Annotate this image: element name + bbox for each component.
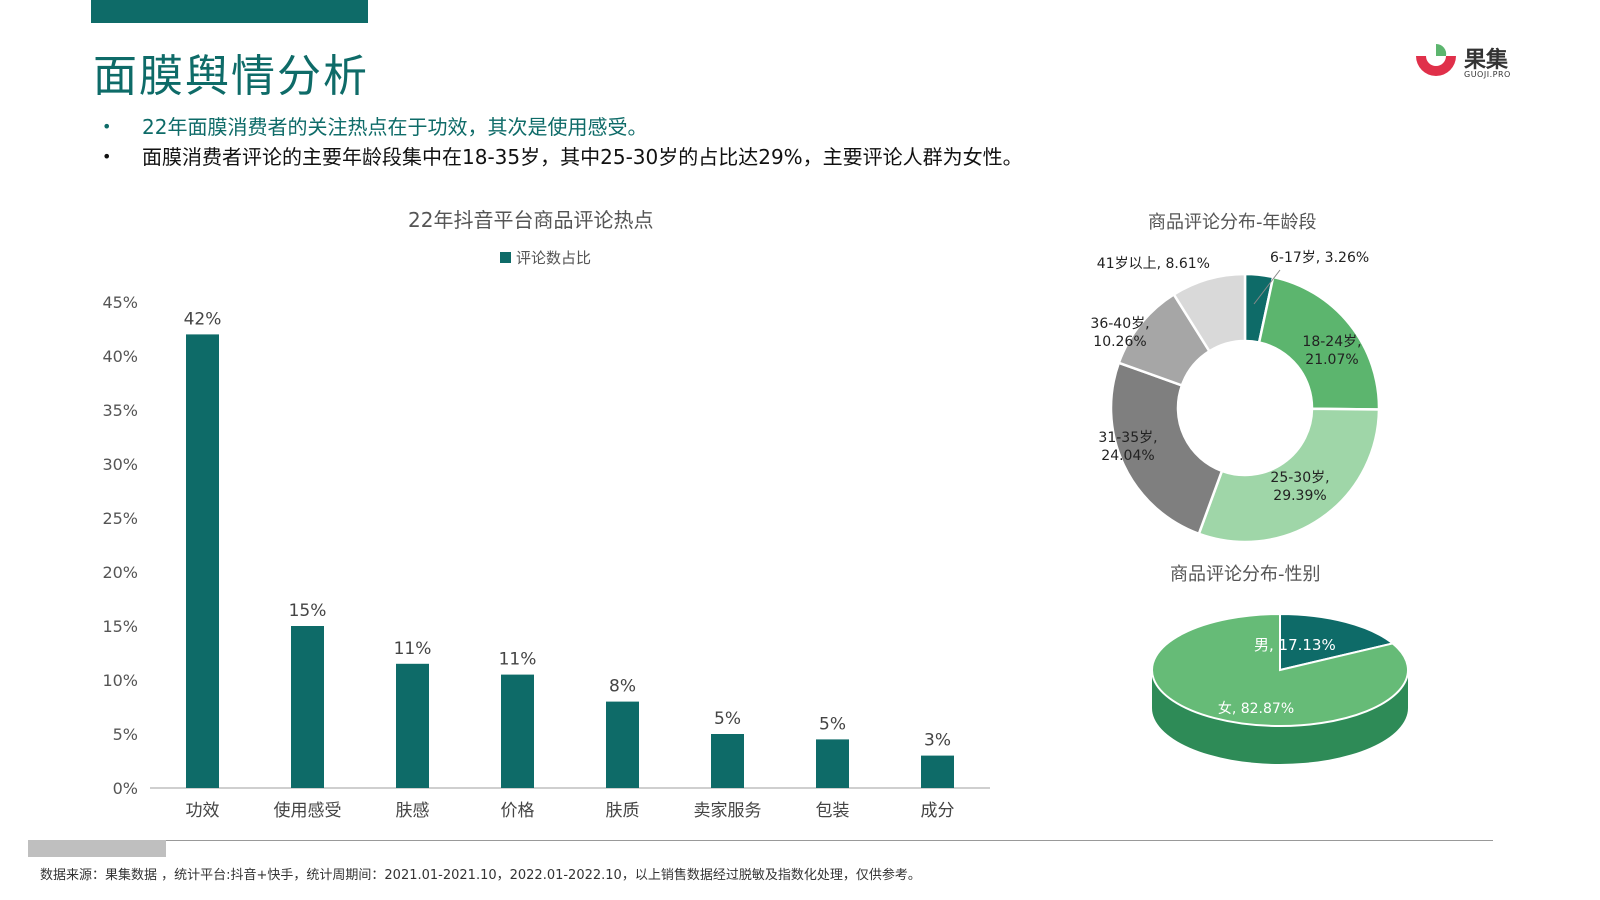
gender-chart-title: 商品评论分布-性别 — [1170, 560, 1321, 586]
bullet-text: 22年面膜消费者的关注热点在于功效，其次是使用感受。 — [142, 115, 647, 139]
bar-data-label: 11% — [499, 650, 537, 670]
slice-label: 男, 17.13% — [1254, 636, 1336, 654]
bar-data-label: 5% — [819, 714, 846, 734]
data-source-note: 数据来源：果集数据 ，统计平台:抖音+快手，统计周期间：2021.01-2021… — [40, 864, 921, 883]
bar — [816, 739, 849, 788]
slice-label: 18-24岁, — [1302, 334, 1361, 350]
x-tick-label: 价格 — [501, 801, 535, 821]
bar — [711, 734, 744, 788]
slice-label: 女, 82.87% — [1218, 700, 1294, 717]
brand-logo: 果集 GUOJI.PRO — [1412, 42, 1522, 88]
y-tick-label: 30% — [102, 455, 138, 474]
logo-subtitle: GUOJI.PRO — [1464, 70, 1511, 79]
bar — [291, 626, 324, 788]
x-tick-label: 功效 — [186, 801, 220, 821]
footer-divider — [28, 840, 1493, 841]
footer-accent — [28, 840, 166, 857]
slice-value: 10.26% — [1093, 334, 1146, 350]
age-donut-chart: 6-17岁, 3.26% 18-24岁, 21.07% 25-30岁, 29.39% 31… — [1060, 240, 1460, 580]
slice-value: 29.39% — [1273, 488, 1326, 504]
x-tick-label: 卖家服务 — [694, 801, 762, 821]
legend-label: 评论数占比 — [516, 249, 591, 267]
logo-icon — [1412, 42, 1462, 86]
slice-label: 25-30岁, — [1270, 470, 1329, 486]
bar — [396, 664, 429, 788]
bar-data-label: 8% — [609, 677, 636, 697]
slice-label: 6-17岁, 3.26% — [1270, 250, 1369, 266]
page-title: 面膜舆情分析 — [93, 40, 369, 104]
slice-label: 31-35岁, — [1098, 430, 1157, 446]
y-tick-label: 10% — [102, 671, 138, 690]
bar-data-label: 11% — [394, 639, 432, 659]
bar-data-label: 3% — [924, 731, 951, 751]
x-tick-label: 肤质 — [606, 801, 640, 821]
bullet-text: 面膜消费者评论的主要年龄段集中在18-35岁，其中25-30岁的占比达29%，主… — [142, 145, 1023, 169]
y-tick-label: 15% — [102, 617, 138, 636]
bar-chart-title: 22年抖音平台商品评论热点 — [408, 204, 653, 233]
x-tick-label: 使用感受 — [274, 800, 342, 821]
y-tick-label: 25% — [102, 509, 138, 528]
slice-value: 24.04% — [1101, 448, 1154, 464]
y-tick-label: 45% — [102, 293, 138, 312]
bar-data-label: 5% — [714, 709, 741, 729]
slice-label: 36-40岁, — [1090, 316, 1149, 332]
bar-data-label: 15% — [289, 601, 327, 621]
y-tick-label: 20% — [102, 563, 138, 582]
y-tick-label: 40% — [102, 347, 138, 366]
age-chart-title: 商品评论分布-年龄段 — [1148, 208, 1317, 234]
slice-value: 21.07% — [1305, 352, 1358, 368]
x-tick-label: 包装 — [816, 801, 850, 821]
slice-label: 41岁以上, 8.61% — [1097, 256, 1210, 272]
bullet-item: • 22年面膜消费者的关注热点在于功效，其次是使用感受。 — [100, 112, 1023, 142]
top-accent-bar — [91, 0, 368, 23]
summary-bullets: • 22年面膜消费者的关注热点在于功效，其次是使用感受。 • 面膜消费者评论的主要年… — [100, 112, 1023, 172]
bullet-item: • 面膜消费者评论的主要年龄段集中在18-35岁，其中25-30岁的占比达29%，… — [100, 142, 1023, 172]
y-tick-label: 0% — [113, 779, 138, 798]
x-tick-label: 肤感 — [396, 801, 430, 821]
bar — [501, 675, 534, 788]
bar-data-label: 42% — [184, 309, 222, 329]
y-tick-label: 5% — [113, 725, 138, 744]
gender-pie-chart: 男, 17.13% 女, 82.87% — [1120, 600, 1440, 810]
legend-swatch — [500, 252, 511, 263]
bar — [186, 334, 219, 788]
x-tick-label: 成分 — [921, 801, 955, 821]
bar — [606, 702, 639, 788]
y-tick-label: 35% — [102, 401, 138, 420]
bar — [921, 756, 954, 788]
bar-chart: 0% 5% 10% 15% 20% 25% 30% 35% 40% 45% 评论数占比 42% 功效 15… — [90, 240, 1090, 840]
